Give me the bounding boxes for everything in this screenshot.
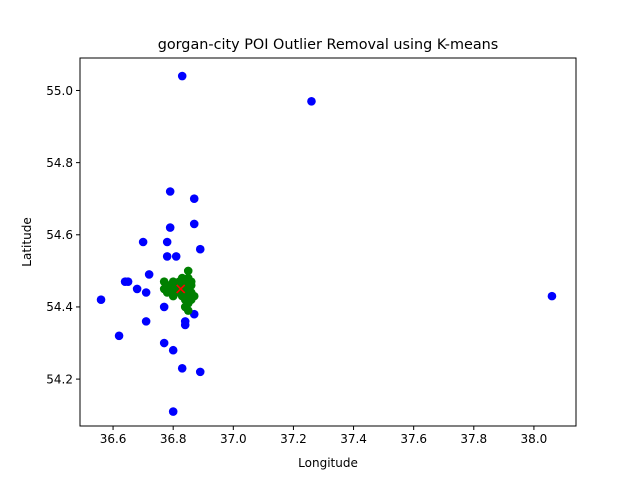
x-tick-label: 37.2 (280, 432, 307, 446)
x-tick-label: 37.4 (340, 432, 367, 446)
outliers-point (114, 331, 124, 341)
outliers-point (141, 288, 151, 297)
y-axis: 54.2 54.4 54.6 54.8 55.0 (46, 84, 80, 386)
data-points (96, 71, 557, 416)
x-tick-label: 37.0 (220, 432, 247, 446)
x-axis-label: Longitude (298, 456, 358, 470)
x-tick-label: 36.8 (160, 432, 187, 446)
centroid-marker (176, 284, 186, 294)
outliers-point (177, 363, 187, 373)
outliers-point (189, 194, 199, 204)
inliers-point (174, 277, 184, 286)
outliers-point (171, 252, 181, 261)
outliers-point (195, 367, 205, 377)
outliers-point (132, 284, 142, 294)
outliers-point (138, 237, 148, 247)
outliers-point (96, 295, 106, 305)
outliers-point (165, 187, 175, 196)
outliers-point (168, 407, 178, 416)
outliers-point (162, 237, 172, 247)
y-tick-label: 54.2 (46, 372, 73, 386)
outliers-point (195, 244, 205, 254)
inliers-point (183, 266, 193, 276)
x-tick-label: 36.6 (100, 432, 127, 446)
inliers-point (183, 306, 193, 315)
outliers-point (168, 345, 178, 355)
x-axis: 36.6 36.8 37.0 37.2 37.4 37.6 37.8 38.0 (100, 426, 548, 446)
outliers-point (141, 317, 151, 326)
x-tick-label: 37.8 (460, 432, 487, 446)
outliers-point (177, 71, 187, 81)
outliers-point (307, 96, 316, 106)
y-tick-label: 54.8 (46, 156, 73, 170)
x-tick-label: 37.6 (400, 432, 427, 446)
plot-area-frame (79, 57, 577, 427)
outliers-point (159, 338, 169, 348)
y-tick-label: 55.0 (46, 84, 73, 98)
outliers-point (144, 270, 154, 279)
outliers-point (189, 219, 199, 229)
outliers-point (180, 320, 190, 330)
outliers-point (123, 277, 133, 286)
x-tick-label: 38.0 (521, 432, 548, 446)
outliers-point (162, 252, 172, 261)
inliers-point (183, 277, 193, 286)
chart-title: gorgan-city POI Outlier Removal using K-… (158, 37, 499, 53)
outliers-point (165, 223, 175, 232)
outliers-point (159, 302, 169, 312)
inliers-point (165, 284, 175, 294)
y-tick-label: 54.6 (46, 228, 73, 242)
outliers-point (547, 291, 557, 301)
inliers-point (186, 295, 196, 305)
y-axis-label: Latitude (20, 217, 34, 266)
inliers-point (159, 284, 169, 294)
y-tick-label: 54.4 (46, 300, 73, 314)
